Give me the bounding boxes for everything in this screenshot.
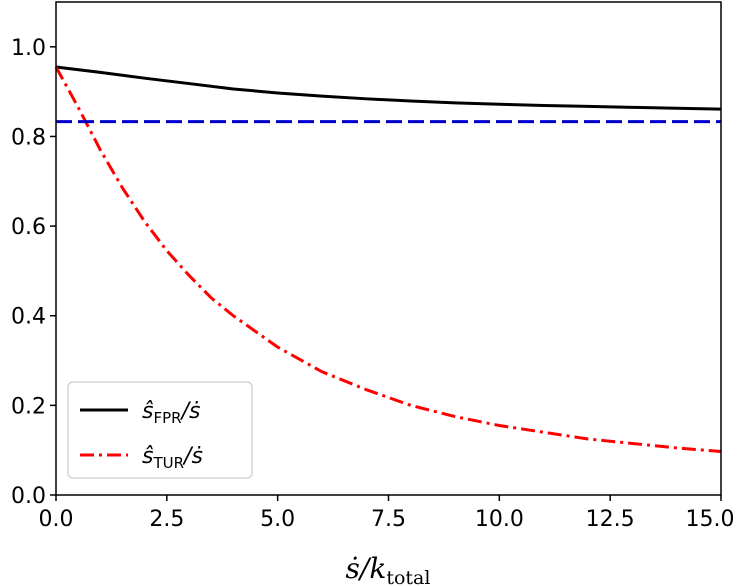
series-line-1 <box>54 66 722 454</box>
x-tick-label-4: 10.0 <box>475 507 524 532</box>
x-tick-label-0: 0.0 <box>39 507 74 532</box>
legend-tur-tail: /ṡ <box>182 444 203 469</box>
y-tick-label-4: 0.8 <box>11 125 46 150</box>
legend-label-tur: ŝTUR/ṡ <box>142 444 203 472</box>
y-tick-label-3: 0.6 <box>11 215 46 240</box>
legend-label-fpr: ŝFPR/ṡ <box>142 399 200 427</box>
x-tick-label-6: 15.0 <box>686 507 735 532</box>
y-tick-label-0: 0.0 <box>11 484 46 509</box>
x-tick-label-2: 5.0 <box>260 507 295 532</box>
legend: ŝFPR/ṡ ŝTUR/ṡ <box>67 381 253 479</box>
x-tick-label-1: 2.5 <box>149 507 184 532</box>
legend-fpr-sub: FPR <box>153 409 181 427</box>
series-line-0 <box>55 65 722 111</box>
series-layer <box>54 65 722 454</box>
x-tick-label-3: 7.5 <box>371 507 406 532</box>
legend-tur-main: ŝ <box>142 444 153 469</box>
legend-fpr-main: ŝ <box>142 399 153 424</box>
y-tick-label-1: 0.2 <box>11 394 46 419</box>
legend-tur-sub: TUR <box>152 454 184 472</box>
x-axis-label-main: ṡ/k <box>346 552 387 585</box>
ticks-layer: 0.0 2.5 5.0 7.5 10.0 12.5 15.0 0.0 0.2 0.4 0.6 0.8 1… <box>11 36 734 532</box>
y-tick-label-5: 1.0 <box>11 36 46 61</box>
y-tick-label-2: 0.4 <box>11 305 46 330</box>
x-tick-label-5: 12.5 <box>586 507 635 532</box>
x-axis-label-sub: total <box>386 567 430 586</box>
legend-fpr-tail: /ṡ <box>180 399 201 424</box>
x-axis-label: ṡ/ktotal <box>346 552 431 586</box>
